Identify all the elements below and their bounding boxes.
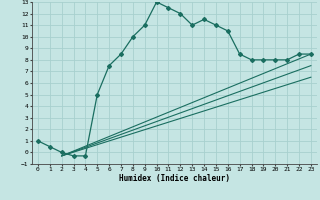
X-axis label: Humidex (Indice chaleur): Humidex (Indice chaleur)	[119, 174, 230, 183]
